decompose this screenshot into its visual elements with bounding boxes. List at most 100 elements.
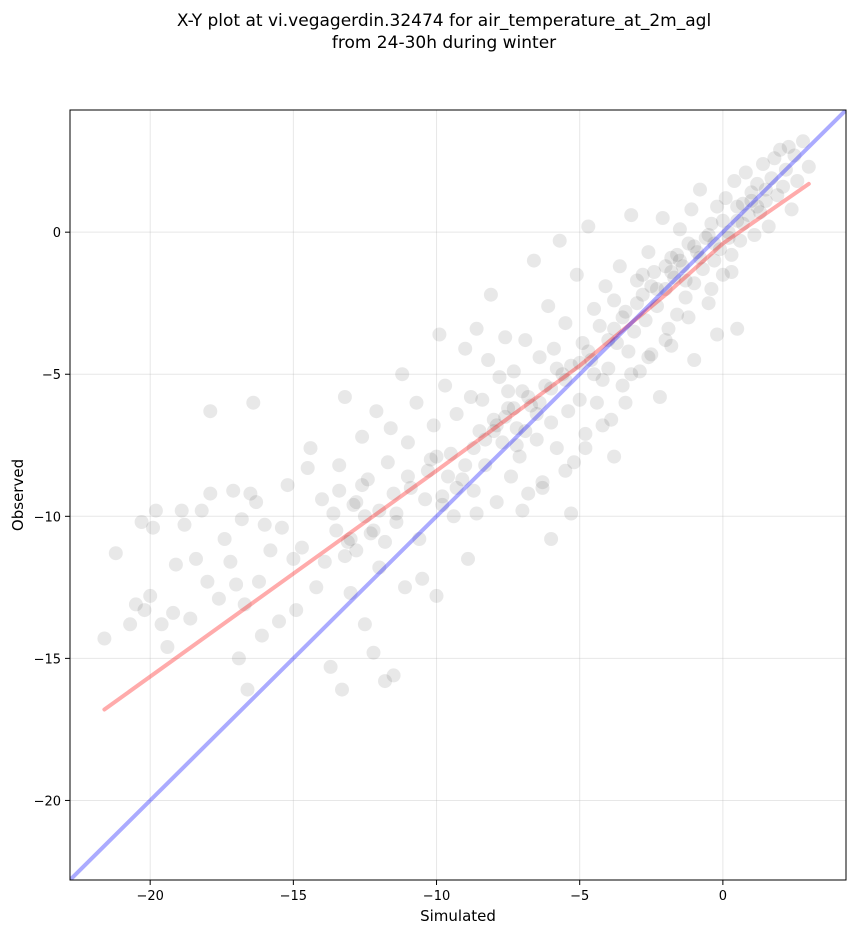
scatter-point bbox=[581, 344, 596, 359]
scatter-point bbox=[337, 549, 352, 564]
scatter-point bbox=[294, 540, 309, 555]
scatter-point bbox=[747, 228, 762, 242]
scatter-point bbox=[237, 597, 252, 612]
chart-title-line-1: X-Y plot at vi.vegagerdin.32474 for air_… bbox=[177, 11, 711, 31]
axis-ticks: −20 −15 −10 −5 0 −20 −15 −10 −5 0 bbox=[34, 226, 727, 904]
scatter-point bbox=[695, 262, 710, 277]
scatter-point bbox=[469, 321, 484, 336]
y-tick-label-3: −5 bbox=[42, 368, 61, 383]
scatter-point bbox=[767, 151, 782, 166]
scatter-point bbox=[123, 617, 138, 632]
scatter-point bbox=[403, 480, 418, 495]
scatter-point bbox=[607, 293, 622, 308]
scatter-point bbox=[661, 321, 676, 336]
scatter-point bbox=[229, 577, 244, 592]
scatter-point bbox=[521, 390, 536, 404]
scatter-point bbox=[713, 242, 727, 257]
scatter-point bbox=[532, 395, 547, 410]
scatter-point bbox=[687, 276, 702, 291]
scatter-point bbox=[398, 580, 412, 595]
scatter-point bbox=[701, 296, 716, 311]
scatter-point bbox=[587, 301, 601, 316]
scatter-point bbox=[735, 216, 750, 231]
scatter-point bbox=[148, 503, 163, 518]
scatter-point bbox=[538, 378, 553, 393]
scatter-point bbox=[558, 372, 573, 387]
scatter-point bbox=[389, 506, 404, 521]
scatter-point bbox=[561, 404, 576, 419]
scatter-point bbox=[343, 532, 358, 546]
scatter-point bbox=[544, 381, 559, 396]
scatter-point bbox=[756, 157, 770, 171]
scatter-point bbox=[146, 520, 160, 535]
scatter-point bbox=[335, 682, 349, 697]
scatter-point bbox=[601, 333, 616, 348]
scatter-point bbox=[400, 469, 415, 484]
scatter-point bbox=[443, 446, 458, 461]
scatter-point bbox=[701, 228, 716, 242]
scatter-point bbox=[707, 236, 722, 251]
x-tick-label-3: −5 bbox=[570, 889, 589, 904]
scatter-point bbox=[535, 480, 550, 495]
scatter-point bbox=[449, 407, 464, 421]
scatter-point bbox=[349, 495, 364, 510]
scatter-point bbox=[687, 239, 702, 254]
scatter-point bbox=[552, 233, 567, 248]
scatter-point bbox=[249, 495, 264, 510]
scatter-point bbox=[495, 435, 510, 450]
scatter-point bbox=[687, 353, 702, 367]
scatter-point bbox=[234, 512, 249, 527]
scatter-point bbox=[458, 458, 473, 473]
scatter-point bbox=[546, 341, 561, 356]
scatter-point bbox=[446, 509, 461, 524]
scatter-point bbox=[784, 202, 799, 217]
y-tick-label-1: −15 bbox=[34, 652, 61, 667]
scatter-point bbox=[108, 546, 123, 561]
scatter-point bbox=[506, 364, 521, 379]
scatter-point bbox=[618, 304, 633, 319]
scatter-point bbox=[177, 517, 192, 532]
scatter-point bbox=[664, 250, 679, 265]
scatter-point bbox=[501, 384, 516, 399]
scatter-point bbox=[750, 199, 765, 214]
scatter-point bbox=[332, 458, 347, 473]
scatter-point bbox=[524, 398, 538, 413]
scatter-point bbox=[670, 247, 685, 262]
scatter-point bbox=[489, 418, 504, 433]
x-tick-label-1: −15 bbox=[280, 889, 307, 904]
scatter-point bbox=[501, 401, 516, 416]
scatter-point bbox=[223, 554, 238, 569]
scatter-point bbox=[707, 253, 722, 268]
scatter-point bbox=[704, 216, 719, 231]
scatter-point bbox=[166, 605, 181, 620]
scatter-point bbox=[693, 182, 707, 197]
scatter-point bbox=[678, 273, 693, 288]
scatter-point bbox=[724, 265, 739, 279]
scatter-point bbox=[578, 426, 593, 441]
scatter-point bbox=[575, 336, 590, 350]
scatter-point bbox=[257, 517, 272, 532]
scatter-point bbox=[727, 174, 742, 188]
scatter-point bbox=[615, 378, 630, 393]
scatter-point bbox=[741, 208, 756, 223]
scatter-point bbox=[418, 492, 433, 507]
scatter-point bbox=[455, 472, 470, 487]
scatter-point bbox=[395, 367, 410, 382]
scatter-point bbox=[535, 475, 550, 490]
scatter-point bbox=[366, 645, 381, 660]
scatter-point bbox=[658, 333, 673, 348]
scatter-point bbox=[226, 483, 241, 498]
scatter-point bbox=[615, 310, 630, 325]
scatter-point bbox=[189, 551, 203, 566]
scatter-point bbox=[254, 628, 269, 643]
scatter-point bbox=[635, 267, 650, 282]
scatter-point bbox=[558, 316, 573, 331]
scatter-point bbox=[781, 139, 796, 154]
scatter-point bbox=[555, 367, 570, 382]
scatter-point bbox=[650, 299, 664, 314]
scatter-point bbox=[478, 432, 493, 447]
scatter-point bbox=[744, 193, 759, 208]
scatter-point bbox=[492, 370, 507, 385]
scatter-point bbox=[618, 395, 633, 410]
scatter-point bbox=[386, 668, 401, 683]
